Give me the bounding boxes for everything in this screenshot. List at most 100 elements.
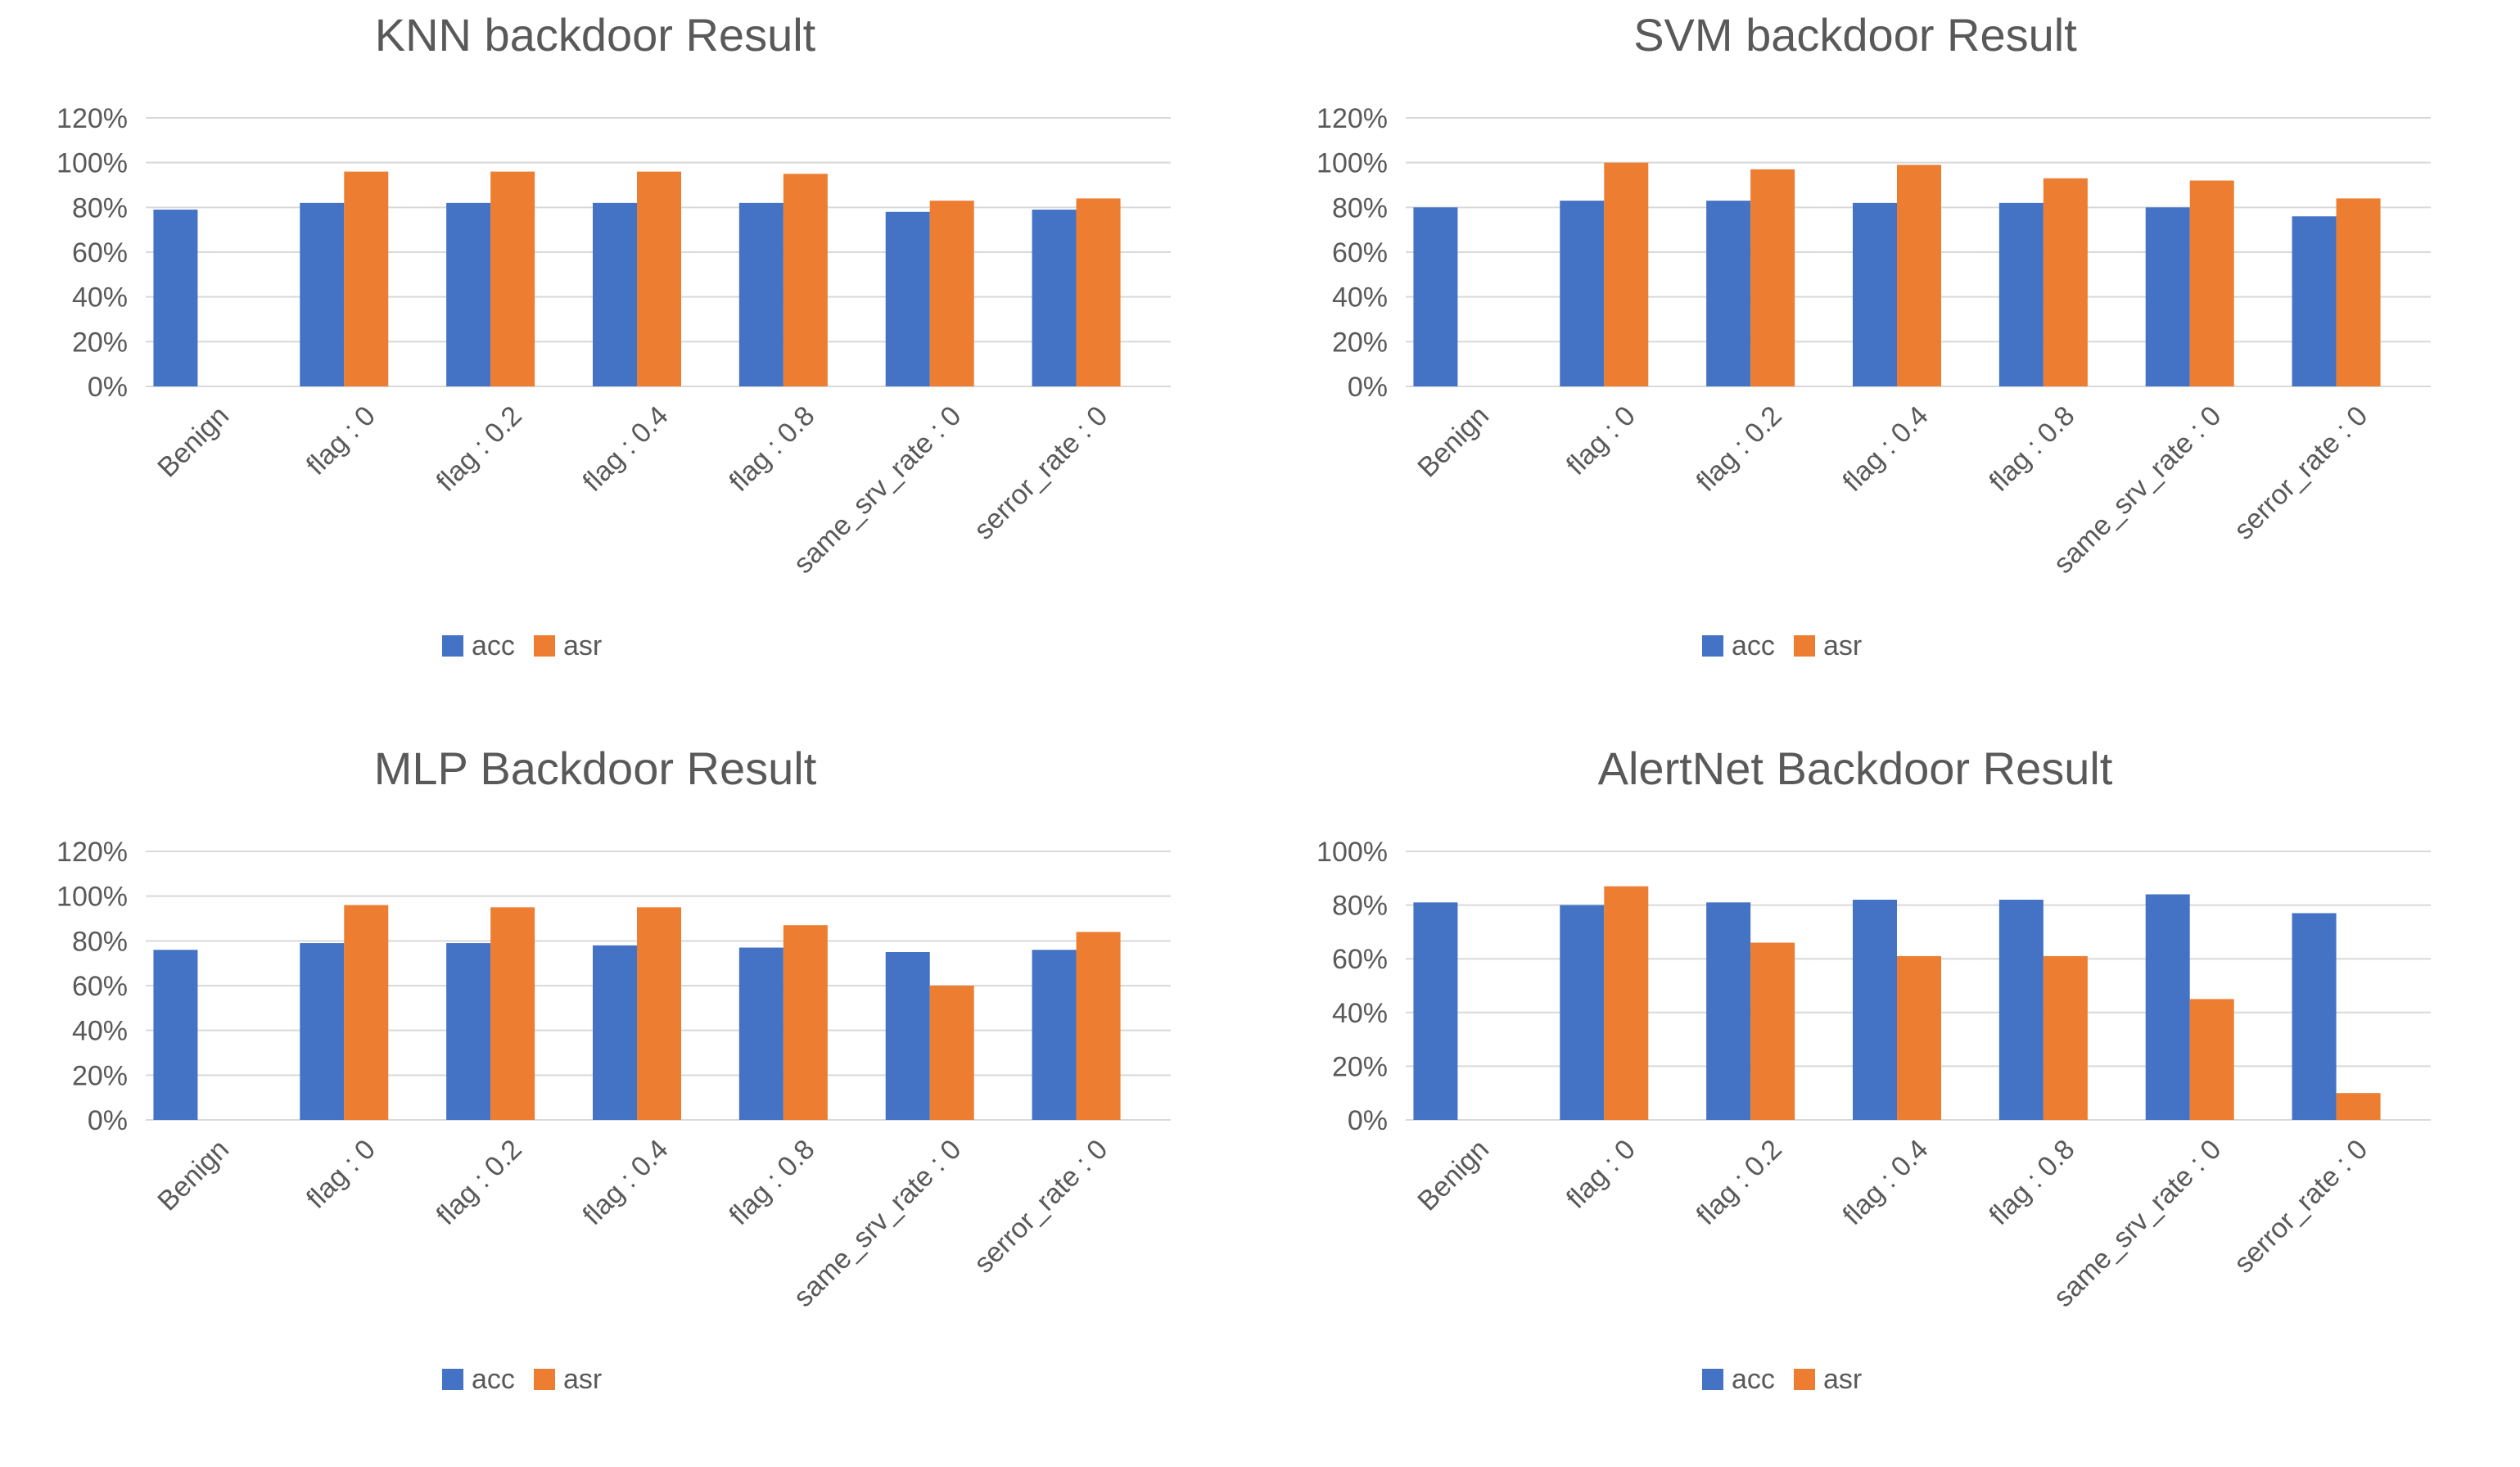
alertnet-bar-acc-6	[2292, 913, 2337, 1120]
y-tick-label: 80%	[1332, 891, 1388, 922]
y-tick-label: 120%	[56, 103, 128, 134]
mlp-bar-asr-2	[490, 907, 535, 1120]
y-tick-label: 100%	[56, 148, 128, 179]
alertnet-bar-asr-3	[1897, 955, 1941, 1120]
knn-bar-acc-2	[446, 202, 491, 386]
x-category-label: flag : 0	[1560, 400, 1642, 481]
x-category-label: flag : 0.8	[1983, 400, 2080, 498]
x-category-label: flag : 0.2	[1691, 1134, 1788, 1231]
knn-chart: KNN backdoor Result 0% 20% 40% 60% 80% 100% 120…	[0, 0, 1260, 734]
y-tick-label: 80%	[72, 926, 128, 957]
legend-swatch-acc	[442, 635, 463, 657]
alertnet-bar-acc-2	[1706, 902, 1751, 1120]
legend-swatch-asr	[1794, 1369, 1815, 1390]
y-tick-label: 0%	[1348, 1105, 1388, 1136]
x-category-label: serror_rate : 0	[968, 1134, 1113, 1280]
x-category-label: flag : 0.8	[1983, 1134, 2080, 1231]
svm-bar-acc-4	[1998, 202, 2044, 386]
mlp-chart-title: MLP Backdoor Result	[374, 743, 817, 794]
svm-bar-acc-3	[1853, 202, 1897, 386]
alertnet-bar-asr-2	[1750, 942, 1795, 1120]
knn-bar-asr-3	[637, 171, 681, 386]
svm-chart: SVM backdoor Result 0% 20% 40% 60% 80% 100% 120…	[1260, 0, 2520, 734]
x-category-label: serror_rate : 0	[2228, 1134, 2373, 1280]
legend-label-acc: acc	[1732, 630, 1775, 661]
x-category-label: flag : 0.8	[723, 1134, 820, 1231]
y-tick-label: 80%	[72, 192, 128, 223]
y-tick-label: 20%	[72, 327, 128, 358]
knn-bar-asr-6	[1076, 198, 1121, 386]
svm-bar-asr-1	[1604, 162, 1649, 386]
knn-bar-asr-5	[929, 201, 974, 386]
mlp-bar-asr-5	[929, 986, 974, 1120]
alertnet-bar-acc-0	[1413, 902, 1458, 1120]
knn-bar-acc-1	[300, 202, 345, 386]
legend-label-asr: asr	[1823, 630, 1862, 661]
x-category-label: flag : 0	[300, 400, 382, 481]
legend-swatch-acc	[1702, 635, 1723, 657]
y-tick-label: 0%	[88, 1105, 128, 1136]
x-category-label: Benign	[151, 400, 235, 484]
knn-bar-acc-6	[1032, 210, 1077, 386]
svm-bar-asr-6	[2336, 198, 2381, 386]
alertnet-chart: AlertNet Backdoor Result 0% 20% 40% 60% 80% 10…	[1260, 734, 2520, 1467]
svm-bar-asr-2	[1750, 169, 1795, 386]
y-tick-label: 20%	[1332, 327, 1388, 358]
x-category-label: flag : 0.4	[1837, 400, 1935, 498]
mlp-bar-acc-6	[1032, 950, 1077, 1120]
knn-bar-acc-3	[593, 202, 637, 386]
y-tick-label: 40%	[1332, 282, 1388, 314]
alertnet-chart-title: AlertNet Backdoor Result	[1598, 743, 2113, 794]
y-tick-label: 60%	[1332, 237, 1388, 269]
mlp-bar-acc-2	[446, 943, 491, 1120]
svm-bar-acc-6	[2292, 216, 2337, 386]
x-category-label: flag : 0.2	[1691, 400, 1788, 498]
legend-swatch-asr	[534, 635, 555, 657]
x-category-label: Benign	[1411, 1134, 1495, 1217]
legend-label-asr: asr	[1823, 1364, 1862, 1395]
x-category-label: flag : 0.4	[1837, 1134, 1935, 1231]
y-tick-label: 120%	[1316, 103, 1388, 134]
svm-bar-asr-3	[1897, 165, 1941, 386]
x-category-label: flag : 0	[300, 1134, 382, 1215]
legend-label-acc: acc	[472, 1364, 515, 1395]
alertnet-bar-acc-3	[1853, 900, 1897, 1120]
y-tick-label: 60%	[1332, 944, 1388, 975]
mlp-bar-asr-4	[783, 925, 828, 1120]
alertnet-bar-acc-5	[2145, 894, 2190, 1120]
mlp-bar-acc-0	[153, 950, 198, 1120]
y-tick-label: 20%	[1332, 1051, 1388, 1082]
knn-chart-title: KNN backdoor Result	[375, 9, 816, 61]
legend-label-acc: acc	[1732, 1364, 1775, 1395]
mlp-bar-asr-1	[344, 905, 389, 1120]
x-category-label: flag : 0.2	[431, 400, 528, 498]
alertnet-bar-asr-1	[1604, 886, 1649, 1120]
y-tick-label: 120%	[56, 837, 128, 868]
mlp-bar-acc-3	[593, 945, 637, 1120]
mlp-bar-acc-1	[300, 943, 345, 1120]
y-tick-label: 100%	[56, 882, 128, 913]
svm-bar-acc-1	[1560, 201, 1605, 386]
x-category-label: flag : 0.4	[577, 1134, 675, 1231]
legend-label-acc: acc	[472, 630, 515, 661]
alertnet-bar-asr-5	[2189, 999, 2234, 1120]
legend-swatch-asr	[534, 1369, 555, 1390]
legend-swatch-asr	[1794, 635, 1815, 657]
legend-swatch-acc	[442, 1369, 463, 1390]
x-category-label: Benign	[151, 1134, 235, 1217]
knn-bar-acc-4	[738, 202, 784, 386]
alertnet-bar-asr-6	[2336, 1093, 2381, 1120]
knn-bar-asr-4	[783, 174, 828, 387]
alertnet-bar-acc-1	[1560, 905, 1605, 1120]
y-tick-label: 100%	[1316, 148, 1388, 179]
svm-chart-svg: SVM backdoor Result 0% 20% 40% 60% 80% 100% 120…	[1316, 9, 2431, 661]
svm-bar-acc-2	[1706, 201, 1751, 386]
x-category-label: serror_rate : 0	[2228, 400, 2373, 546]
legend-label-asr: asr	[563, 1364, 602, 1395]
mlp-bar-acc-5	[885, 952, 930, 1120]
svm-bar-acc-0	[1413, 207, 1458, 386]
y-tick-label: 60%	[72, 971, 128, 1002]
x-category-label: flag : 0	[1560, 1134, 1642, 1215]
y-tick-label: 0%	[88, 372, 128, 403]
y-tick-label: 20%	[72, 1060, 128, 1091]
